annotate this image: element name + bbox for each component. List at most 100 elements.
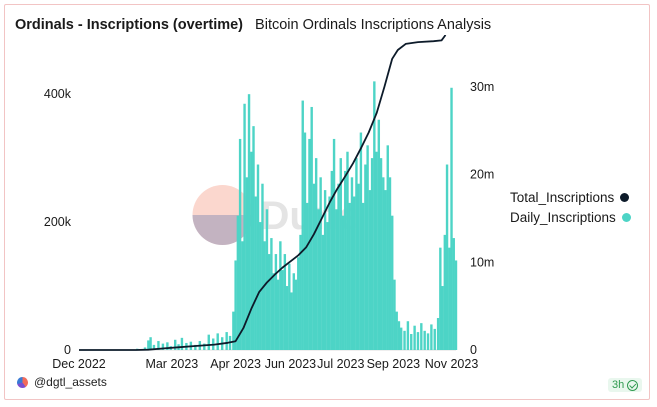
check-icon	[627, 379, 639, 391]
bar-daily-inscriptions	[308, 138, 311, 350]
bar-daily-inscriptions	[263, 241, 266, 350]
bar-daily-inscriptions	[232, 311, 235, 350]
bar-daily-inscriptions	[299, 234, 302, 350]
bar-daily-inscriptions	[403, 330, 406, 350]
bar-daily-inscriptions	[368, 190, 372, 350]
legend-item-daily[interactable]: Daily_Inscriptions	[510, 207, 631, 227]
bar-daily-inscriptions	[370, 158, 374, 350]
chart-card: Ordinals - Inscriptions (overtime) Bitco…	[4, 4, 650, 400]
chart-title: Ordinals - Inscriptions (overtime)	[15, 17, 244, 33]
author-name: @dgtl_assets	[34, 375, 107, 389]
bar-daily-inscriptions	[272, 273, 275, 350]
bar-daily-inscriptions	[352, 196, 356, 350]
bar-daily-inscriptions	[391, 215, 394, 350]
bar-daily-inscriptions	[337, 183, 340, 350]
bar-daily-inscriptions	[319, 177, 322, 350]
bar-daily-inscriptions	[364, 164, 367, 350]
y-right-tick-label: 20m	[470, 168, 494, 182]
bar-daily-inscriptions	[445, 164, 449, 350]
bar-daily-inscriptions	[439, 247, 442, 350]
bar-daily-inscriptions	[321, 234, 325, 350]
bar-daily-inscriptions	[448, 247, 451, 350]
bar-daily-inscriptions	[399, 327, 403, 350]
bar-daily-inscriptions	[303, 132, 307, 350]
bar-daily-inscriptions	[406, 321, 410, 350]
x-tick-label: Dec 2022	[52, 357, 106, 371]
x-tick-label: Apr 2023	[210, 357, 261, 371]
bar-daily-inscriptions	[433, 328, 436, 350]
y-left-tick-label: 0	[64, 343, 71, 357]
x-tick-label: Mar 2023	[145, 357, 198, 371]
bar-daily-inscriptions	[245, 177, 249, 350]
bar-daily-inscriptions	[388, 177, 392, 350]
bar-daily-inscriptions	[357, 183, 360, 350]
bar-daily-inscriptions	[326, 222, 329, 350]
bar-daily-inscriptions	[250, 151, 253, 350]
x-tick-label: Sep 2023	[367, 357, 421, 371]
bar-daily-inscriptions	[359, 132, 363, 350]
bar-daily-inscriptions	[207, 334, 210, 350]
x-tick-label: Nov 2023	[425, 357, 479, 371]
bar-daily-inscriptions	[259, 222, 262, 350]
bar-daily-inscriptions	[420, 323, 423, 350]
bar-daily-inscriptions	[265, 209, 269, 350]
y-right-tick-label: 10m	[470, 255, 494, 269]
bar-daily-inscriptions	[330, 170, 334, 350]
bar-daily-inscriptions	[441, 286, 444, 350]
y-left-tick-label: 400k	[44, 87, 72, 101]
bar-daily-inscriptions	[382, 177, 385, 350]
legend-dot-daily	[621, 212, 631, 222]
bar-daily-inscriptions	[312, 183, 316, 350]
bar-daily-inscriptions	[143, 347, 147, 350]
bar-daily-inscriptions	[393, 279, 396, 350]
bar-daily-inscriptions	[377, 119, 381, 350]
bar-daily-inscriptions	[283, 254, 287, 350]
author-link[interactable]: @dgtl_assets	[17, 375, 107, 389]
bar-daily-inscriptions	[328, 196, 331, 350]
bar-daily-inscriptions	[423, 330, 426, 350]
bar-daily-inscriptions	[174, 339, 177, 350]
legend-item-total[interactable]: Total_Inscriptions	[510, 187, 631, 207]
line-total-inscriptions	[79, 35, 447, 351]
bar-daily-inscriptions	[361, 202, 365, 350]
bar-daily-inscriptions	[180, 337, 184, 350]
refresh-age: 3h	[612, 379, 625, 391]
bar-daily-inscriptions	[450, 87, 453, 351]
bar-daily-inscriptions	[452, 238, 455, 350]
bar-daily-inscriptions	[310, 106, 313, 350]
bar-daily-inscriptions	[281, 270, 284, 350]
bar-daily-inscriptions	[292, 273, 295, 350]
bar-daily-inscriptions	[294, 279, 298, 350]
bar-daily-inscriptions	[314, 158, 318, 350]
bar-daily-inscriptions	[301, 100, 304, 350]
bar-daily-inscriptions	[413, 325, 416, 350]
bar-daily-inscriptions	[225, 332, 228, 350]
bar-daily-inscriptions	[366, 145, 369, 350]
bar-daily-inscriptions	[290, 292, 293, 350]
y-left-tick-label: 200k	[44, 215, 72, 229]
y-right-tick-label: 0	[470, 343, 477, 357]
bar-daily-inscriptions	[384, 190, 387, 350]
bar-daily-inscriptions	[416, 332, 420, 350]
bar-daily-inscriptions	[454, 260, 458, 350]
bar-daily-inscriptions	[166, 342, 169, 350]
y-right-tick-label: 30m	[470, 80, 494, 94]
bar-daily-inscriptions	[243, 103, 246, 351]
bar-daily-inscriptions	[317, 209, 320, 350]
bar-daily-inscriptions	[203, 343, 206, 350]
bar-daily-inscriptions	[397, 321, 401, 350]
bar-daily-inscriptions	[339, 158, 342, 350]
legend-label-daily: Daily_Inscriptions	[510, 209, 616, 225]
bar-daily-inscriptions	[375, 151, 378, 350]
bar-daily-inscriptions	[216, 333, 219, 350]
refresh-badge[interactable]: 3h	[608, 378, 643, 392]
bar-daily-inscriptions	[344, 170, 347, 350]
bar-daily-inscriptions	[276, 279, 280, 350]
bar-daily-inscriptions	[335, 209, 338, 350]
bar-daily-inscriptions	[341, 215, 345, 350]
bar-daily-inscriptions	[426, 333, 430, 350]
legend-label-total: Total_Inscriptions	[510, 189, 615, 205]
bar-daily-inscriptions	[157, 341, 160, 350]
chart-subtitle: Bitcoin Ordinals Inscriptions Analysis	[255, 17, 492, 33]
